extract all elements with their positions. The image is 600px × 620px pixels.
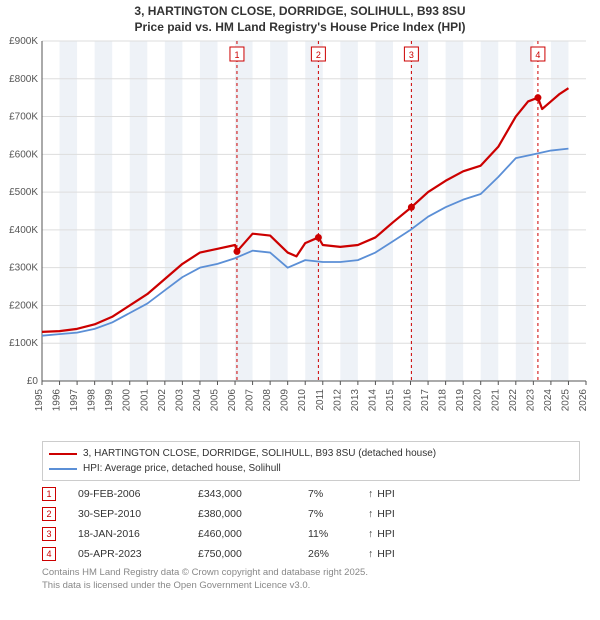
svg-text:2009: 2009 <box>280 389 291 412</box>
event-marker: 4 <box>42 547 56 561</box>
svg-text:2019: 2019 <box>455 389 466 412</box>
title-line-1: 3, HARTINGTON CLOSE, DORRIDGE, SOLIHULL,… <box>0 4 600 20</box>
svg-text:2006: 2006 <box>227 389 238 412</box>
event-date: 18-JAN-2016 <box>78 528 198 540</box>
sale-events-table: 109-FEB-2006£343,0007%↑HPI230-SEP-2010£3… <box>42 487 580 561</box>
svg-text:2022: 2022 <box>508 389 519 412</box>
svg-text:1999: 1999 <box>104 389 115 412</box>
svg-text:1997: 1997 <box>69 389 80 412</box>
legend-label-price-paid: 3, HARTINGTON CLOSE, DORRIDGE, SOLIHULL,… <box>83 446 436 461</box>
sale-event-row: 3 18-JAN-2016£460,00011%↑ HPI <box>42 527 580 541</box>
svg-text:£500K: £500K <box>9 187 38 198</box>
event-date: 30-SEP-2010 <box>78 508 198 520</box>
svg-text:2024: 2024 <box>543 389 554 412</box>
chart-title: 3, HARTINGTON CLOSE, DORRIDGE, SOLIHULL,… <box>0 0 600 35</box>
event-pct: 7% <box>308 508 368 520</box>
event-marker: 2 <box>42 507 56 521</box>
svg-text:2023: 2023 <box>525 389 536 412</box>
svg-text:2005: 2005 <box>209 389 220 412</box>
svg-text:2003: 2003 <box>174 389 185 412</box>
svg-text:1995: 1995 <box>34 389 45 412</box>
title-line-2: Price paid vs. HM Land Registry's House … <box>0 20 600 36</box>
svg-text:£0: £0 <box>27 376 39 387</box>
price-chart: £0 £100K £200K £300K £400K £500K £600K £700K £80… <box>0 35 600 435</box>
svg-text:2020: 2020 <box>473 389 484 412</box>
svg-text:2012: 2012 <box>332 389 343 412</box>
up-arrow-icon: ↑ <box>368 548 373 560</box>
sale-event-row: 4 05-APR-2023£750,00026%↑ HPI <box>42 547 580 561</box>
svg-text:2016: 2016 <box>403 389 414 412</box>
event-tag: HPI <box>377 508 395 520</box>
footer-line-1: Contains HM Land Registry data © Crown c… <box>42 567 580 579</box>
svg-text:1996: 1996 <box>52 389 63 412</box>
svg-text:2018: 2018 <box>438 389 449 412</box>
event-price: £750,000 <box>198 548 308 560</box>
event-marker: 3 <box>42 527 56 541</box>
svg-text:£900K: £900K <box>9 36 38 47</box>
svg-text:2013: 2013 <box>350 389 361 412</box>
svg-text:2010: 2010 <box>297 389 308 412</box>
legend-label-hpi: HPI: Average price, detached house, Soli… <box>83 461 281 476</box>
svg-text:2017: 2017 <box>420 389 431 412</box>
svg-text:£700K: £700K <box>9 112 38 123</box>
up-arrow-icon: ↑ <box>368 508 373 520</box>
svg-text:2001: 2001 <box>139 389 150 412</box>
legend-row-hpi: HPI: Average price, detached house, Soli… <box>49 461 573 476</box>
svg-text:2007: 2007 <box>245 389 256 412</box>
svg-text:£200K: £200K <box>9 301 38 312</box>
footer-line-2: This data is licensed under the Open Gov… <box>42 580 580 592</box>
svg-text:2000: 2000 <box>122 389 133 412</box>
event-date: 09-FEB-2006 <box>78 488 198 500</box>
svg-text:£400K: £400K <box>9 225 38 236</box>
svg-text:2015: 2015 <box>385 389 396 412</box>
event-price: £380,000 <box>198 508 308 520</box>
svg-text:4: 4 <box>535 50 540 60</box>
event-price: £343,000 <box>198 488 308 500</box>
svg-text:2014: 2014 <box>367 389 378 412</box>
event-marker: 1 <box>42 487 56 501</box>
svg-text:2026: 2026 <box>578 389 589 412</box>
svg-text:2025: 2025 <box>560 389 571 412</box>
legend-swatch-hpi <box>49 468 77 470</box>
svg-text:2021: 2021 <box>490 389 501 412</box>
svg-text:2004: 2004 <box>192 389 203 412</box>
event-pct: 26% <box>308 548 368 560</box>
svg-text:£100K: £100K <box>9 338 38 349</box>
svg-text:£600K: £600K <box>9 150 38 161</box>
event-date: 05-APR-2023 <box>78 548 198 560</box>
svg-text:1: 1 <box>234 50 239 60</box>
legend-swatch-price-paid <box>49 453 77 455</box>
legend: 3, HARTINGTON CLOSE, DORRIDGE, SOLIHULL,… <box>42 441 580 481</box>
attribution-footer: Contains HM Land Registry data © Crown c… <box>42 567 580 592</box>
up-arrow-icon: ↑ <box>368 488 373 500</box>
svg-text:3: 3 <box>409 50 414 60</box>
event-price: £460,000 <box>198 528 308 540</box>
event-tag: HPI <box>377 548 395 560</box>
event-tag: HPI <box>377 488 395 500</box>
legend-row-price-paid: 3, HARTINGTON CLOSE, DORRIDGE, SOLIHULL,… <box>49 446 573 461</box>
svg-text:2011: 2011 <box>315 389 326 411</box>
event-pct: 11% <box>308 528 368 540</box>
event-tag: HPI <box>377 528 395 540</box>
svg-text:2: 2 <box>316 50 321 60</box>
event-pct: 7% <box>308 488 368 500</box>
svg-text:2008: 2008 <box>262 389 273 412</box>
svg-text:2002: 2002 <box>157 389 168 412</box>
svg-text:£300K: £300K <box>9 263 38 274</box>
up-arrow-icon: ↑ <box>368 528 373 540</box>
sale-event-row: 1 09-FEB-2006£343,0007%↑ HPI <box>42 487 580 501</box>
sale-event-row: 2 30-SEP-2010£380,0007%↑ HPI <box>42 507 580 521</box>
svg-text:1998: 1998 <box>87 389 98 412</box>
svg-text:£800K: £800K <box>9 74 38 85</box>
